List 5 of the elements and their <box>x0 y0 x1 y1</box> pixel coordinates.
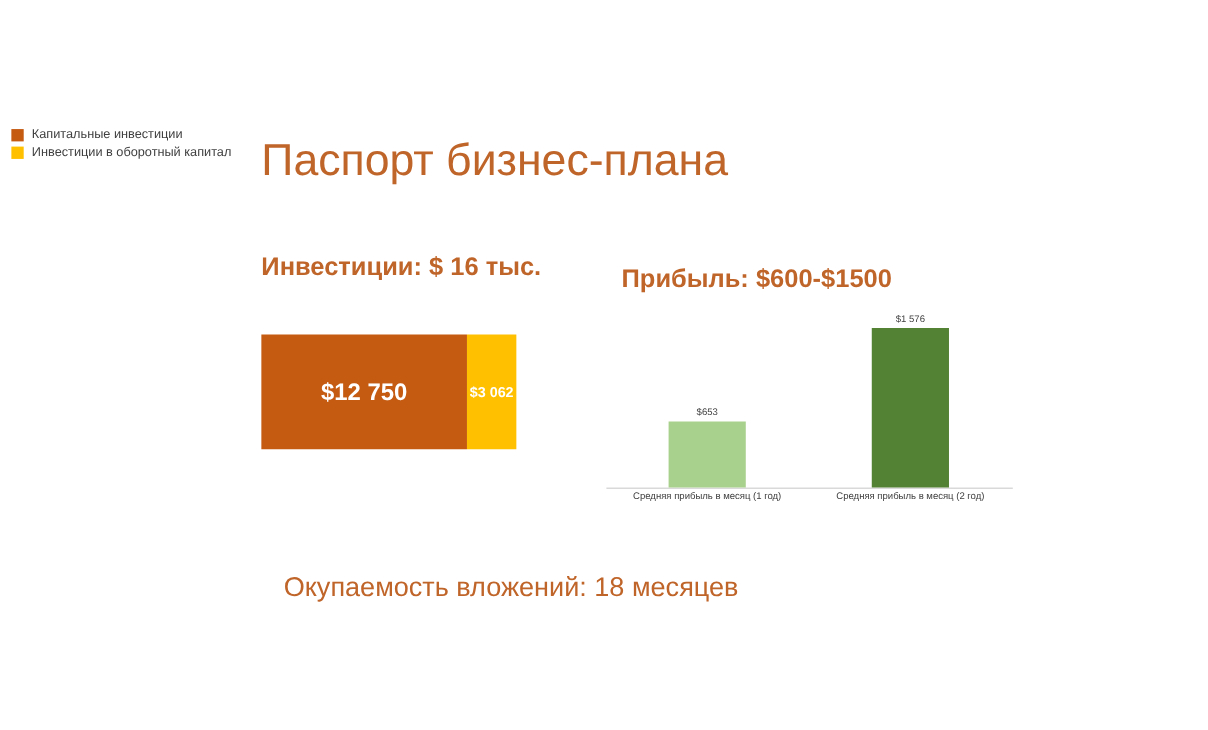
data-label: $12 750 <box>321 377 409 406</box>
chart-subtitle: Инвестиции: $ 16 тыс. <box>261 251 542 282</box>
chart-title: Прибыль: $600-$1500 <box>621 262 892 293</box>
chart-title: Паспорт бизнес-плана <box>261 135 730 186</box>
text: Окупаемость вложений: 18 месяцев <box>283 571 739 602</box>
